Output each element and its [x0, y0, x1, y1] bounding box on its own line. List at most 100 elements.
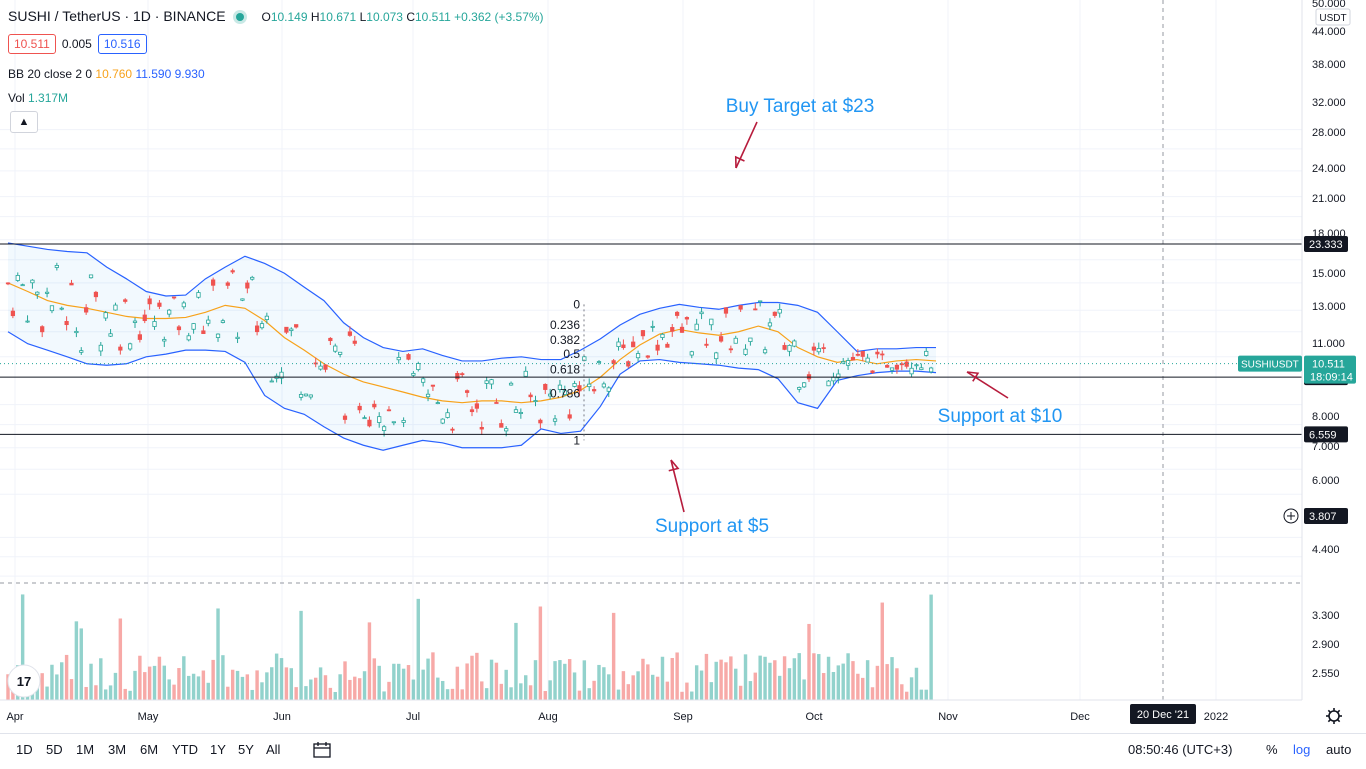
- candle-up: [318, 365, 323, 370]
- volume-bar: [450, 688, 455, 700]
- volume-bar: [914, 667, 919, 700]
- log-scale-toggle[interactable]: log: [1293, 742, 1311, 757]
- volume-bar: [362, 671, 367, 700]
- range-ytd[interactable]: YTD: [172, 742, 198, 757]
- candle-down: [821, 347, 826, 350]
- last-price-label[interactable]: 10.511: [1312, 359, 1345, 371]
- time-tick: May: [138, 711, 159, 723]
- candle-down: [474, 403, 479, 409]
- time-axis[interactable]: Apr May Jun Jul Aug Sep Oct Nov Dec 2022 20 Dec '2…: [0, 664, 1342, 724]
- horizontal-lines[interactable]: [0, 243, 1302, 435]
- annotation-label[interactable]: Support at $5: [655, 516, 769, 537]
- auto-scale-toggle[interactable]: auto: [1326, 742, 1352, 757]
- chevron-up-icon[interactable]: ▲: [10, 111, 38, 133]
- candle-down: [294, 324, 299, 328]
- buy-button[interactable]: 10.516: [97, 34, 147, 54]
- volume-bar: [553, 661, 557, 700]
- candle-down: [201, 330, 206, 334]
- volume-bar: [900, 684, 904, 700]
- candle-up: [777, 309, 782, 314]
- volume-bar: [431, 652, 435, 700]
- volume-bar: [773, 660, 777, 700]
- date-range-icon[interactable]: [313, 742, 331, 758]
- volume-bar: [460, 689, 464, 700]
- candle-up: [699, 311, 704, 315]
- vol-legend[interactable]: Vol 1.317M: [8, 91, 69, 105]
- candle-down: [684, 317, 690, 320]
- volume-bar: [709, 682, 714, 700]
- candle-down: [665, 343, 670, 348]
- volume-bar: [40, 673, 44, 700]
- volume-bar: [475, 652, 479, 700]
- symbol-tag[interactable]: SUSHIUSDT: [1241, 360, 1299, 371]
- range-all[interactable]: All: [266, 742, 281, 757]
- bb-legend[interactable]: BB 20 close 2 0 10.760 11.590 9.930: [8, 67, 205, 81]
- symbol-tag-bg: [1238, 355, 1302, 372]
- volume-bar: [123, 688, 127, 700]
- candlesticks: [5, 262, 934, 437]
- volume-bar: [411, 679, 416, 700]
- support-line-lower-label[interactable]: 6.559: [1309, 429, 1337, 441]
- candle-up: [924, 350, 929, 356]
- candle-up: [401, 419, 406, 423]
- candle-up: [206, 319, 211, 324]
- annotation-label[interactable]: Support at $10: [938, 406, 1063, 427]
- percent-scale-toggle[interactable]: %: [1266, 742, 1278, 757]
- volume-bar: [216, 608, 220, 700]
- candle-up: [709, 318, 714, 326]
- symbol-title[interactable]: SUSHI / TetherUS · 1D · BINANCE: [8, 8, 226, 24]
- time-tick: Dec: [1070, 711, 1090, 723]
- gear-icon[interactable]: [1328, 710, 1340, 722]
- candle-down: [69, 282, 74, 286]
- resistance-line-label[interactable]: 23.333: [1309, 239, 1343, 251]
- crosshair-label[interactable]: 3.807: [1309, 511, 1337, 523]
- range-6m[interactable]: 6M: [140, 742, 159, 757]
- candle-up: [186, 335, 191, 341]
- sell-button[interactable]: 10.511: [8, 34, 56, 54]
- volume-bar: [387, 681, 391, 700]
- range-1y[interactable]: 1Y: [210, 742, 226, 757]
- tradingview-logo[interactable]: [7, 664, 41, 698]
- candle-down: [254, 325, 260, 333]
- candle-up: [797, 387, 802, 390]
- last-price-bg: [1304, 355, 1356, 384]
- candle-up: [98, 344, 103, 352]
- candle-up: [108, 333, 113, 337]
- volume-bar: [50, 664, 54, 700]
- price-axis[interactable]: 50.000 44.000 38.000 32.000 28.000 24.000 21.0…: [0, 0, 1356, 700]
- annotations[interactable]: Buy Target at $23 Support at $10 Support a…: [655, 96, 1062, 537]
- volume-bar: [777, 675, 782, 700]
- volume-bar: [851, 661, 855, 700]
- volume-bar: [152, 665, 157, 700]
- candle-up: [836, 373, 841, 379]
- currency-tag[interactable]: [1315, 8, 1351, 26]
- clock[interactable]: 08:50:46 (UTC+3): [1128, 742, 1233, 757]
- candle-up: [909, 367, 914, 375]
- currency-label[interactable]: USDT: [1319, 13, 1346, 24]
- candle-down: [894, 364, 900, 370]
- range-5d[interactable]: 5D: [46, 742, 63, 757]
- candle-up: [523, 370, 528, 377]
- fib-level-label: 0.382: [550, 333, 580, 347]
- volume-bar: [99, 658, 103, 700]
- gear-icon-tooth: [1327, 709, 1332, 714]
- fib-level-label: 0.236: [550, 318, 580, 332]
- candle-up: [362, 417, 367, 420]
- range-1d[interactable]: 1D: [16, 742, 33, 757]
- candle-up: [435, 402, 440, 405]
- crosshair-date-label[interactable]: 20 Dec '21: [1137, 709, 1189, 721]
- range-1m[interactable]: 1M: [76, 742, 95, 757]
- range-5y[interactable]: 5Y: [238, 742, 254, 757]
- volume-bar: [870, 687, 875, 700]
- fib-level-label: 1: [573, 433, 580, 447]
- candle-up: [445, 412, 450, 418]
- volume-bar: [60, 662, 64, 700]
- candle-up: [816, 348, 821, 353]
- annotation-label[interactable]: Buy Target at $23: [726, 96, 875, 117]
- volume-bar: [680, 691, 684, 700]
- range-3m[interactable]: 3M: [108, 742, 127, 757]
- candle-up: [79, 350, 84, 353]
- volume-bar: [211, 659, 215, 700]
